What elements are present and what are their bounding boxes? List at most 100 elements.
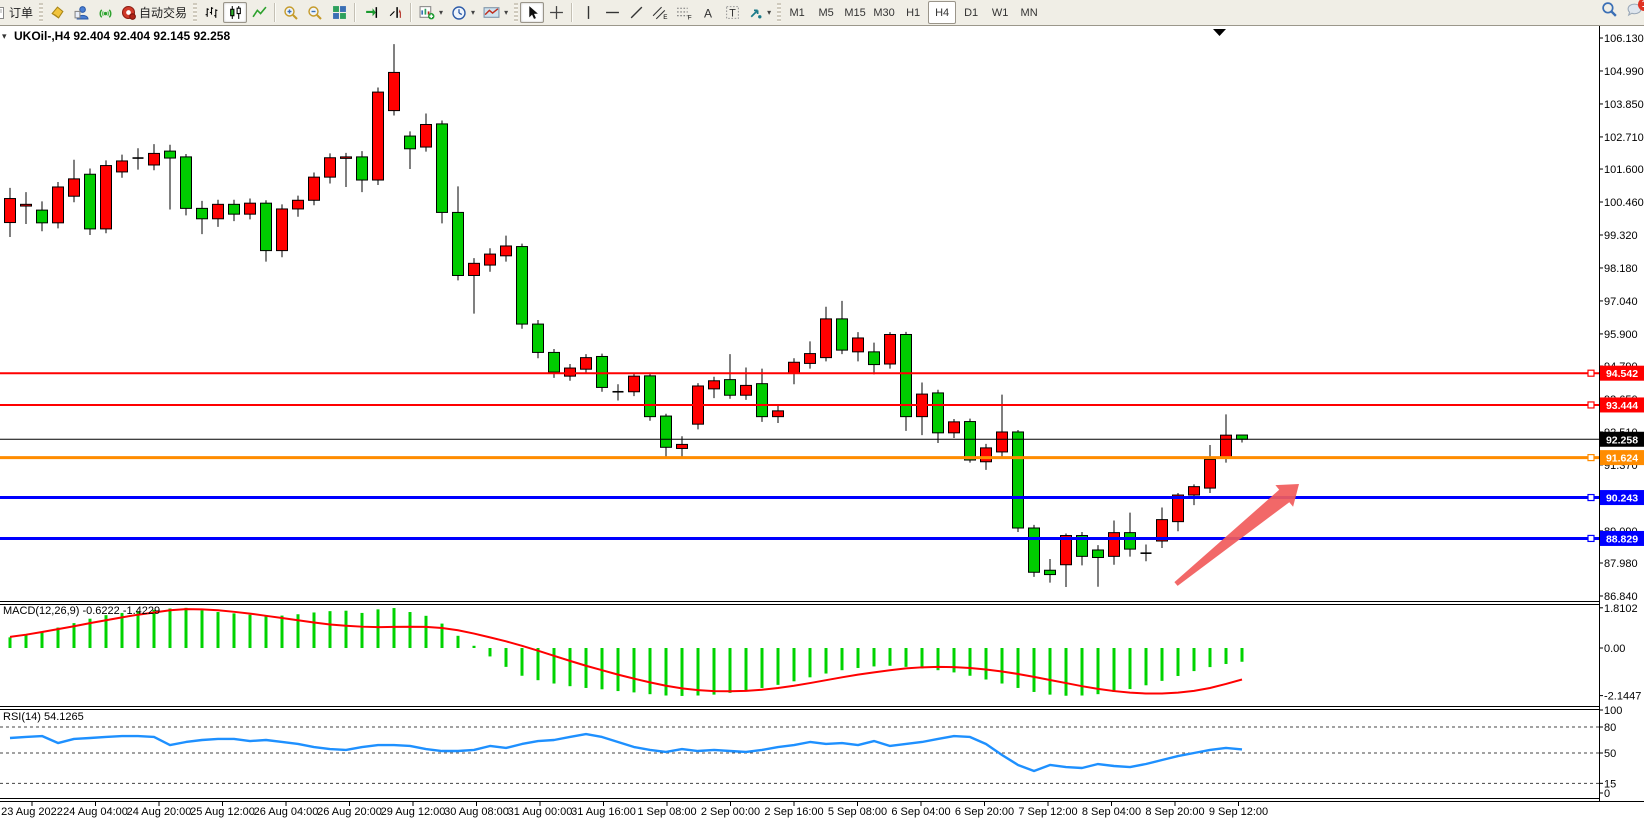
bar-chart-icon bbox=[205, 7, 217, 18]
toolbar-grip bbox=[777, 3, 782, 22]
bar-chart-button[interactable] bbox=[199, 2, 223, 23]
macd-panel bbox=[8, 607, 1244, 696]
toolbar-separator bbox=[354, 3, 357, 22]
notification-badge: 1 bbox=[1638, 0, 1644, 11]
svg-text:MACD(12,26,9) -0.6222 -1.4229: MACD(12,26,9) -0.6222 -1.4229 bbox=[3, 605, 160, 617]
candlestick-chart-button[interactable] bbox=[223, 2, 248, 23]
svg-text:6 Sep 04:00: 6 Sep 04:00 bbox=[891, 806, 950, 818]
fibonacci-button[interactable]: F bbox=[672, 2, 696, 23]
horizontal-line-button[interactable] bbox=[600, 2, 624, 23]
metaeditor-icon bbox=[74, 6, 88, 20]
signals-button[interactable] bbox=[93, 2, 117, 23]
autotrading-button[interactable]: 自动交易 bbox=[117, 2, 191, 23]
svg-text:1.8102: 1.8102 bbox=[1604, 603, 1638, 615]
svg-text:94.542: 94.542 bbox=[1606, 368, 1638, 380]
svg-text:102.710: 102.710 bbox=[1604, 132, 1644, 144]
text-button[interactable]: A bbox=[696, 2, 720, 23]
equidistant-channel-button[interactable]: E bbox=[648, 2, 672, 23]
tf-button-H1[interactable]: H1 bbox=[906, 6, 921, 19]
trendline-button[interactable] bbox=[624, 2, 648, 23]
tile-windows-button[interactable] bbox=[327, 2, 351, 23]
toolbar-separator bbox=[274, 3, 277, 22]
tf-button-M15[interactable]: M15 bbox=[844, 6, 866, 19]
svg-text:0.00: 0.00 bbox=[1604, 643, 1625, 655]
arrows-dropdown-arrow[interactable]: ▾ bbox=[767, 8, 772, 17]
svg-text:T: T bbox=[729, 7, 736, 19]
periods-dropdown-arrow[interactable]: ▾ bbox=[471, 8, 476, 17]
crosshair-button[interactable] bbox=[544, 2, 568, 23]
text-a-icon: A bbox=[704, 6, 712, 20]
svg-text:15: 15 bbox=[1604, 778, 1616, 790]
new-order-button[interactable]: 订单 bbox=[0, 2, 37, 23]
svg-text:31 Aug 00:00: 31 Aug 00:00 bbox=[508, 806, 573, 818]
text-label-icon: T bbox=[725, 6, 739, 19]
market-depth-button[interactable] bbox=[45, 2, 69, 23]
text-label-button[interactable]: T bbox=[720, 2, 744, 23]
new-order-icon bbox=[0, 6, 4, 19]
chart-shift-icon bbox=[389, 7, 401, 18]
zoom-in-button[interactable] bbox=[279, 2, 303, 23]
svg-text:26 Aug 20:00: 26 Aug 20:00 bbox=[317, 806, 382, 818]
crosshair-icon bbox=[549, 6, 563, 19]
periods-button[interactable]: ▾ bbox=[447, 2, 479, 23]
horizontal-line-icon bbox=[605, 11, 619, 14]
horizontal-line-objects[interactable] bbox=[0, 369, 1599, 543]
tf-button-MN[interactable]: MN bbox=[1020, 6, 1038, 19]
vertical-line-button[interactable] bbox=[576, 2, 600, 23]
trendline-icon bbox=[630, 6, 642, 19]
tf-button-D1[interactable]: D1 bbox=[964, 6, 979, 19]
timeframe-group: M1 M5 M15 M30 H1 H4 D1 W1 MN bbox=[783, 1, 1043, 24]
new-chart-button[interactable]: ▾ bbox=[415, 2, 447, 23]
metaeditor-button[interactable] bbox=[69, 2, 93, 23]
svg-text:92.258: 92.258 bbox=[1606, 434, 1638, 446]
search-icon[interactable] bbox=[1601, 1, 1618, 18]
zoom-out-icon bbox=[308, 5, 322, 20]
svg-text:E: E bbox=[663, 14, 667, 20]
svg-text:25 Aug 12:00: 25 Aug 12:00 bbox=[190, 806, 255, 818]
svg-text:104.990: 104.990 bbox=[1604, 66, 1644, 78]
svg-text:A: A bbox=[704, 6, 712, 20]
cursor-button[interactable] bbox=[520, 2, 545, 23]
tf-button-H4[interactable]: H4 bbox=[928, 1, 957, 24]
zoom-out-button[interactable] bbox=[303, 2, 327, 23]
svg-text:6 Sep 20:00: 6 Sep 20:00 bbox=[955, 806, 1014, 818]
svg-text:5 Sep 08:00: 5 Sep 08:00 bbox=[828, 806, 887, 818]
svg-text:24 Aug 20:00: 24 Aug 20:00 bbox=[127, 806, 192, 818]
svg-text:50: 50 bbox=[1604, 748, 1616, 760]
trend-arrow-annotation[interactable] bbox=[1174, 484, 1299, 586]
chat-bubble-icon bbox=[1627, 3, 1642, 16]
tf-button-M5[interactable]: M5 bbox=[818, 6, 834, 19]
tf-button-M1[interactable]: M1 bbox=[789, 6, 805, 19]
templates-dropdown-arrow[interactable]: ▾ bbox=[504, 8, 509, 17]
signals-icon bbox=[99, 9, 111, 18]
tf-button-M30[interactable]: M30 bbox=[873, 6, 895, 19]
templates-button[interactable]: ▾ bbox=[479, 2, 512, 23]
periods-clock-icon bbox=[452, 5, 466, 20]
svg-text:RSI(14) 54.1265: RSI(14) 54.1265 bbox=[3, 711, 84, 723]
arrows-objects-button[interactable]: ▾ bbox=[744, 2, 775, 23]
new-chart-icon bbox=[419, 6, 435, 20]
chart-shift-button[interactable] bbox=[383, 2, 407, 23]
svg-text:97.040: 97.040 bbox=[1604, 296, 1638, 308]
toolbar: 订单 自动交易 bbox=[0, 0, 1644, 26]
market-depth-icon bbox=[50, 6, 64, 19]
svg-text:31 Aug 16:00: 31 Aug 16:00 bbox=[571, 806, 636, 818]
cursor-icon bbox=[528, 6, 538, 19]
svg-text:8 Sep 20:00: 8 Sep 20:00 bbox=[1145, 806, 1204, 818]
svg-text:95.900: 95.900 bbox=[1604, 329, 1638, 341]
tf-button-W1[interactable]: W1 bbox=[991, 6, 1009, 19]
autotrading-label: 自动交易 bbox=[139, 6, 188, 20]
price-axis[interactable]: 106.130 104.990 103.850 102.710 101.600 100.4… bbox=[1599, 26, 1644, 801]
svg-text:99.320: 99.320 bbox=[1604, 230, 1638, 242]
toolbar-separator bbox=[571, 3, 574, 22]
notifications-button[interactable]: 1 bbox=[1626, 0, 1644, 18]
svg-text:93.444: 93.444 bbox=[1606, 400, 1638, 412]
svg-text:103.850: 103.850 bbox=[1604, 99, 1644, 111]
templates-icon bbox=[483, 7, 500, 18]
auto-scroll-button[interactable] bbox=[359, 2, 383, 23]
line-chart-button[interactable] bbox=[247, 2, 271, 23]
candlestick-chart-icon bbox=[229, 6, 241, 19]
new-chart-dropdown-arrow[interactable]: ▾ bbox=[439, 8, 444, 17]
